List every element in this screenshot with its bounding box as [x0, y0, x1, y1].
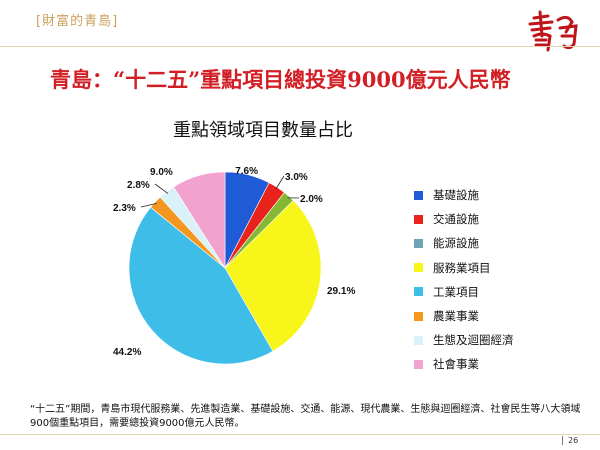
legend-swatch	[414, 311, 423, 321]
legend-label: 社會事業	[433, 357, 479, 372]
leader-line	[140, 203, 157, 208]
legend-swatch	[414, 359, 423, 369]
data-label: 29.1%	[327, 286, 355, 297]
chart-legend: 基礎設施交通設施能源設施服務業項目工業項目農業事業生態及迴圈經濟 社會事業	[414, 183, 514, 377]
legend-swatch	[414, 190, 423, 200]
legend-item: 服務業項目	[414, 256, 514, 280]
data-label: 7.6%	[235, 166, 258, 177]
header-divider	[0, 46, 600, 47]
footnote: “十二五”期間，青島市現代服務業、先進製造業、基礎設施、交通、能源、現代農業、生…	[30, 404, 581, 429]
legend-item: 能源設施	[414, 231, 514, 255]
legend-swatch	[414, 287, 423, 297]
page-title: 青島：“十二五”重點項目總投資9000億元人民幣	[50, 67, 511, 92]
pie-slice	[173, 171, 226, 270]
leader-line	[154, 183, 169, 194]
legend-item: 農業事業	[414, 304, 514, 328]
data-label: 3.0%	[285, 172, 308, 183]
legend-swatch	[414, 214, 423, 224]
legend-label: 工業項目	[433, 284, 479, 299]
legend-label: 農業事業	[433, 309, 479, 324]
legend-label: 交通設施	[433, 212, 479, 227]
legend-label: 能源設施	[433, 236, 479, 251]
legend-item: 生態及迴圈經濟	[414, 328, 514, 352]
data-label: 2.3%	[113, 203, 136, 214]
pie-slice	[128, 206, 274, 365]
legend-label: 生態及迴圈經濟	[433, 333, 514, 348]
legend-item: 基礎設施	[414, 183, 514, 207]
chart-title: 重點領域項目數量占比	[173, 120, 353, 141]
legend-swatch	[414, 263, 423, 273]
legend-swatch	[414, 238, 423, 248]
legend-item: 工業項目	[414, 280, 514, 304]
legend-label: 服務業項目	[433, 260, 491, 275]
legend-swatch	[414, 335, 423, 345]
legend-item: 交通設施	[414, 207, 514, 231]
page-number: 26	[562, 436, 578, 445]
data-label: 44.2%	[113, 347, 141, 358]
leader-line	[275, 175, 285, 190]
legend-item: 社會事業	[414, 352, 514, 376]
data-label: 2.8%	[127, 180, 150, 191]
brand-tag: [財富的青島]	[36, 14, 119, 29]
footer-divider	[0, 434, 600, 435]
qingdao-logo	[528, 10, 578, 52]
data-label: 9.0%	[150, 167, 173, 178]
data-label: 2.0%	[300, 194, 323, 205]
pie-slice	[224, 200, 322, 352]
legend-label: 基礎設施	[433, 188, 479, 203]
